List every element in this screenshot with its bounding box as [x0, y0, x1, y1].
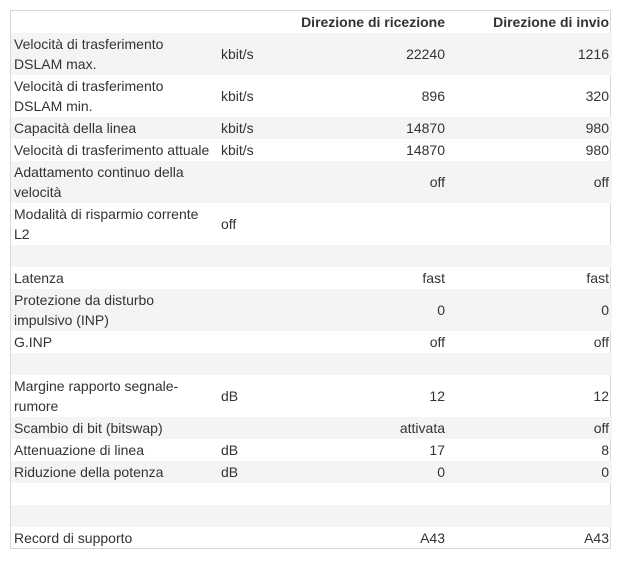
- row-rx-value: 896: [421, 88, 445, 104]
- row-unit: off: [221, 216, 237, 232]
- row-unit: [218, 289, 288, 331]
- row-unit: [218, 331, 288, 353]
- table-row: Margine rapporto segnale-rumore dB 12 12: [11, 375, 612, 417]
- table-row: Velocità di trasferimento attuale kbit/s…: [11, 139, 612, 161]
- table-row: Capacità della linea kbit/s 14870 980: [11, 117, 612, 139]
- row-label: Velocità di trasferimento DSLAM min.: [14, 78, 164, 114]
- table-row: G.INP off off: [11, 331, 612, 353]
- row-rx-value: A43: [420, 530, 445, 546]
- row-label: Velocità di trasferimento DSLAM max.: [11, 33, 218, 75]
- row-tx-value: 0: [448, 461, 612, 483]
- row-rx-value: 22240: [288, 33, 448, 75]
- row-unit: dB: [221, 388, 239, 404]
- row-rx-value: 12: [429, 388, 445, 404]
- row-rx-value: 14870: [406, 142, 445, 158]
- row-unit: [218, 267, 288, 289]
- row-rx-value: off: [429, 334, 445, 350]
- header-unit-column: [218, 11, 288, 33]
- row-rx-value: 0: [288, 289, 448, 331]
- row-label: Scambio di bit (bitswap): [11, 417, 218, 439]
- dsl-info-table: Direzione di ricezione Direzione di invi…: [11, 11, 612, 549]
- table-row: Adattamento continuo della velocità off …: [11, 161, 612, 203]
- header-receive-direction: Direzione di ricezione: [301, 14, 445, 30]
- table-row-spacer: [11, 483, 612, 505]
- row-label: Capacità della linea: [11, 117, 218, 139]
- table-row: Velocità di trasferimento DSLAM min. kbi…: [11, 75, 612, 117]
- row-unit: dB: [221, 442, 239, 458]
- row-label: Velocità di trasferimento attuale: [14, 142, 210, 158]
- table-row-spacer: [11, 245, 612, 267]
- row-unit: kbit/s: [218, 33, 288, 75]
- row-label: Latenza: [14, 270, 64, 286]
- row-rx-value: [288, 203, 448, 245]
- row-unit: kbit/s: [221, 142, 254, 158]
- row-tx-value: 980: [448, 117, 612, 139]
- table-row: Velocità di trasferimento DSLAM max. kbi…: [11, 33, 612, 75]
- row-tx-value: 0: [448, 289, 612, 331]
- row-rx-value: attivata: [288, 417, 448, 439]
- row-rx-value: fast: [422, 270, 445, 286]
- row-tx-value: 320: [585, 88, 609, 104]
- table-row: Protezione da disturbo impulsivo (INP) 0…: [11, 289, 612, 331]
- row-rx-value: off: [288, 161, 448, 203]
- row-rx-value: 17: [429, 442, 445, 458]
- table-row-spacer: [11, 505, 612, 527]
- row-rx-value: 0: [288, 461, 448, 483]
- row-unit: kbit/s: [218, 117, 288, 139]
- row-label: Protezione da disturbo impulsivo (INP): [11, 289, 218, 331]
- row-tx-value: A43: [584, 530, 609, 546]
- row-tx-value: 980: [585, 142, 609, 158]
- table-row: Modalità di risparmio corrente L2 off: [11, 203, 612, 245]
- row-unit: [218, 417, 288, 439]
- table-row: Riduzione della potenza dB 0 0: [11, 461, 612, 483]
- dsl-info-panel: Direzione di ricezione Direzione di invi…: [10, 10, 612, 549]
- header-label-column: [11, 11, 218, 33]
- table-row: Record di supporto A43 A43: [11, 527, 612, 549]
- row-tx-value: fast: [586, 270, 609, 286]
- row-label: Attenuazione di linea: [14, 442, 144, 458]
- row-label: Modalità di risparmio corrente L2: [14, 206, 199, 242]
- row-label: Margine rapporto segnale-rumore: [14, 378, 179, 414]
- row-unit: [218, 527, 288, 549]
- row-unit: kbit/s: [221, 88, 254, 104]
- row-tx-value: 8: [601, 442, 609, 458]
- table-row: Attenuazione di linea dB 17 8: [11, 439, 612, 461]
- table-row-spacer: [11, 353, 612, 375]
- row-label: Riduzione della potenza: [11, 461, 218, 483]
- row-label: G.INP: [14, 334, 53, 350]
- row-tx-value: [448, 203, 612, 245]
- table-row: Scambio di bit (bitswap) attivata off: [11, 417, 612, 439]
- table-header-row: Direzione di ricezione Direzione di invi…: [11, 11, 612, 33]
- row-unit: [218, 161, 288, 203]
- row-rx-value: 14870: [288, 117, 448, 139]
- row-tx-value: 12: [593, 388, 609, 404]
- header-send-direction: Direzione di invio: [493, 14, 609, 30]
- row-tx-value: 1216: [448, 33, 612, 75]
- row-label: Record di supporto: [14, 530, 133, 546]
- row-tx-value: off: [593, 334, 609, 350]
- table-row: Latenza fast fast: [11, 267, 612, 289]
- row-tx-value: off: [448, 417, 612, 439]
- row-unit: dB: [218, 461, 288, 483]
- row-label: Adattamento continuo della velocità: [11, 161, 218, 203]
- row-tx-value: off: [448, 161, 612, 203]
